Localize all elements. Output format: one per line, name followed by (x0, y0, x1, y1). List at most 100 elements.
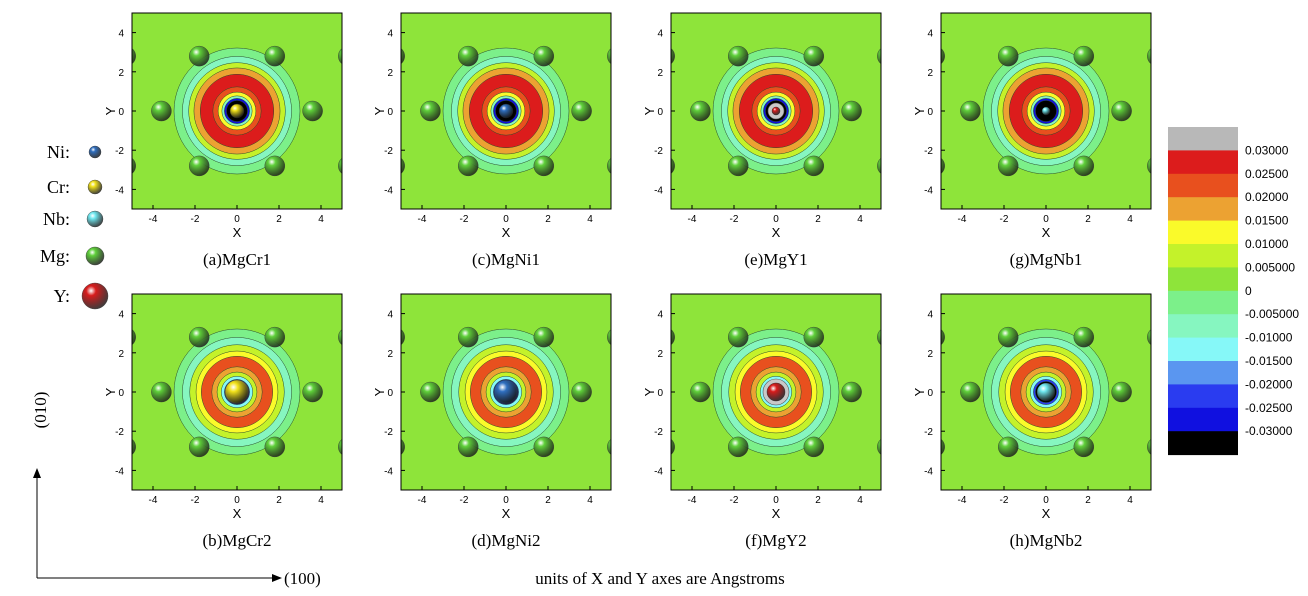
x-tick-label: -2 (730, 495, 739, 506)
mg-atom (151, 381, 172, 403)
y-tick-label: 4 (118, 29, 124, 40)
mg-atom (998, 45, 1019, 67)
mg-atom (803, 45, 824, 67)
x-tick-label: 0 (1043, 214, 1049, 225)
mg-atom (607, 438, 611, 455)
colorbar-swatch (1168, 267, 1238, 292)
colorbar-swatch (1168, 197, 1238, 222)
mg-atom (728, 326, 749, 348)
y-tick-label: 2 (118, 68, 124, 79)
x-tick-label: -2 (1000, 495, 1009, 506)
colorbar-label: -0.005000 (1245, 307, 1299, 321)
y-tick-label: 2 (927, 68, 933, 79)
mg-atom (338, 48, 342, 65)
x-tick-label: 0 (234, 214, 240, 225)
x-tick-label: 2 (1085, 495, 1091, 506)
colorbar-swatch (1168, 290, 1238, 315)
mg-atom (671, 48, 675, 65)
colorbar-swatch (1168, 361, 1238, 385)
y-tick-label: 4 (927, 29, 933, 40)
y-tick-label: 0 (387, 107, 393, 118)
y-tick-label: 2 (387, 68, 393, 79)
mg-atom (728, 155, 749, 177)
contour-panel (401, 294, 611, 490)
contour-panel (132, 13, 342, 209)
x-axis-label: X (772, 225, 781, 240)
y-tick-label: -4 (384, 185, 393, 196)
x-axis-label: X (772, 506, 781, 521)
y-tick-label: 4 (387, 310, 393, 321)
colorbar-swatch (1168, 431, 1238, 456)
x-tick-label: 4 (1127, 495, 1133, 506)
mg-atom (533, 155, 554, 177)
mg-atom (533, 436, 554, 458)
panel-caption: (g)MgNb1 (1010, 250, 1083, 269)
mg-atom (607, 48, 611, 65)
mg-atom (420, 100, 441, 122)
mg-atom (264, 155, 285, 177)
mg-atom (401, 438, 405, 455)
x-axis-label: X (1042, 225, 1051, 240)
mg-atom (877, 48, 881, 65)
x-axis-label: X (502, 225, 511, 240)
y-tick-label: 4 (657, 29, 663, 40)
mg-atom (803, 155, 824, 177)
colorbar-swatch (1168, 220, 1238, 245)
y-tick-label: 0 (657, 388, 663, 399)
center-atom (493, 379, 519, 405)
colorbar-label: 0.01000 (1245, 237, 1289, 251)
atom-legend-label: Y: (54, 286, 70, 306)
x-tick-label: 2 (815, 495, 821, 506)
mg-atom (401, 157, 405, 174)
mg-atom (151, 100, 172, 122)
mg-atom (420, 381, 441, 403)
x-tick-label: -4 (688, 495, 697, 506)
mg-atom (607, 329, 611, 346)
mg-atom (841, 381, 862, 403)
mg-atom (941, 48, 945, 65)
mg-atom (188, 155, 210, 177)
atom-legend-swatch (87, 179, 103, 195)
mg-atom (458, 155, 479, 177)
mg-atom (132, 329, 136, 346)
x-tick-label: 2 (545, 214, 551, 225)
x-tick-label: 0 (234, 495, 240, 506)
center-atom (224, 379, 250, 405)
mg-atom (571, 100, 592, 122)
mg-atom (941, 438, 945, 455)
x-tick-label: -2 (191, 214, 200, 225)
center-atom (229, 103, 245, 119)
y-tick-label: 2 (927, 349, 933, 360)
y-tick-label: 0 (927, 388, 933, 399)
x-tick-label: 4 (318, 495, 324, 506)
mg-atom (338, 157, 342, 174)
y-tick-label: 4 (118, 310, 124, 321)
mg-atom (302, 381, 323, 403)
mg-atom (728, 45, 749, 67)
x-tick-label: -4 (958, 214, 967, 225)
mg-atom (188, 45, 210, 67)
mg-atom (877, 157, 881, 174)
mg-atom (1147, 329, 1151, 346)
mg-atom (803, 326, 824, 348)
mg-atom (998, 326, 1019, 348)
x-tick-label: -2 (460, 495, 469, 506)
x-tick-label: 2 (276, 495, 282, 506)
mg-atom (877, 438, 881, 455)
y-tick-label: 2 (118, 349, 124, 360)
colorbar-label: 0 (1245, 284, 1252, 298)
colorbar-label: -0.03000 (1245, 424, 1293, 438)
mg-atom (264, 326, 285, 348)
contour-panel (671, 294, 881, 490)
mg-atom (690, 100, 711, 122)
colorbar-label: -0.02000 (1245, 377, 1293, 391)
y-tick-label: 0 (118, 107, 124, 118)
atom-legend-swatch (85, 246, 105, 266)
contour-panel (132, 294, 342, 490)
mg-atom (941, 157, 945, 174)
x-tick-label: -4 (688, 214, 697, 225)
mg-atom (1147, 48, 1151, 65)
vertical-axis-label: (010) (31, 392, 50, 429)
x-tick-label: 4 (587, 495, 593, 506)
y-axis-label: Y (103, 387, 118, 396)
